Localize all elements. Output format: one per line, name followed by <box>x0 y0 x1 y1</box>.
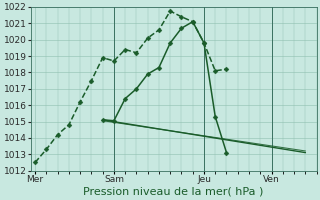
X-axis label: Pression niveau de la mer( hPa ): Pression niveau de la mer( hPa ) <box>84 187 264 197</box>
